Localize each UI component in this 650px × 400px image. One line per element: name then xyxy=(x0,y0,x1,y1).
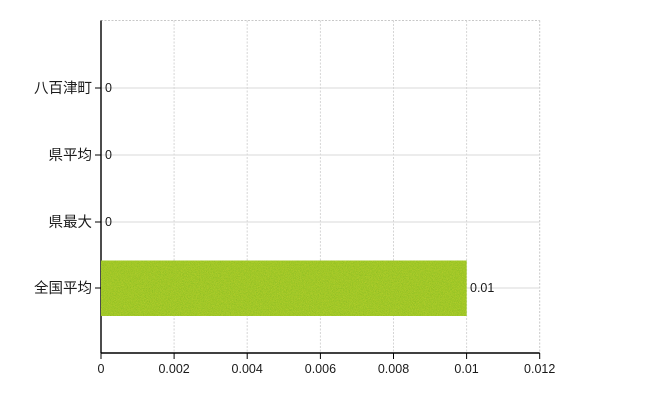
svg-text:0.002: 0.002 xyxy=(158,362,189,376)
svg-text:県平均: 県平均 xyxy=(49,147,93,164)
svg-text:0.01: 0.01 xyxy=(470,281,494,295)
svg-text:0.006: 0.006 xyxy=(305,362,336,376)
svg-text:全国平均: 全国平均 xyxy=(34,279,92,297)
svg-text:0.004: 0.004 xyxy=(232,362,263,376)
svg-text:0.008: 0.008 xyxy=(378,362,409,376)
svg-text:0: 0 xyxy=(105,81,112,95)
svg-text:0.012: 0.012 xyxy=(524,362,555,376)
svg-text:八百津町: 八百津町 xyxy=(34,80,92,97)
svg-text:0: 0 xyxy=(105,148,112,162)
svg-text:県最大: 県最大 xyxy=(49,214,93,231)
svg-text:0.01: 0.01 xyxy=(454,362,478,376)
svg-text:0: 0 xyxy=(105,215,112,229)
svg-text:0: 0 xyxy=(98,362,105,376)
